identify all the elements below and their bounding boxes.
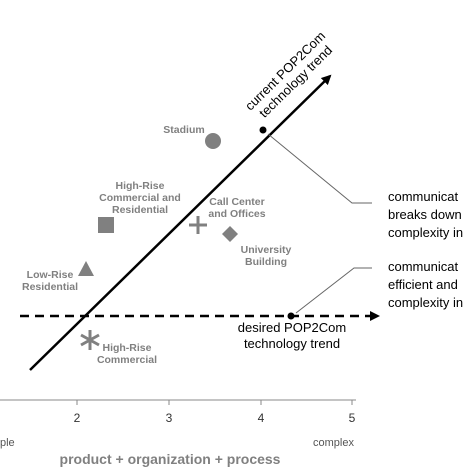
building-label: and Offices xyxy=(208,208,265,220)
stadium-icon xyxy=(205,133,221,149)
building-label: Building xyxy=(245,256,287,268)
callout-line xyxy=(267,133,372,204)
desired-trend-text: technology trend xyxy=(244,336,340,351)
tick-label: 4 xyxy=(258,411,265,425)
current-trend-label: current POP2Com technology trend xyxy=(242,28,335,120)
desired-trend-text: desired POP2Com xyxy=(238,320,346,335)
tick-group: 2 3 4 5 xyxy=(74,400,356,425)
callout-text: complexity in xyxy=(388,225,463,240)
building-label: Call Center xyxy=(209,196,264,208)
callout-text: complexity in xyxy=(388,295,463,310)
building-label: Commercial and xyxy=(99,192,181,204)
callout-line xyxy=(295,267,372,314)
building-label: University xyxy=(241,244,292,256)
tick-label: 3 xyxy=(166,411,173,425)
building-label: Low-Rise xyxy=(27,269,74,281)
triangle-icon xyxy=(78,261,94,276)
building-label: Commercial xyxy=(97,354,157,366)
building-label: High-Rise xyxy=(115,180,164,192)
current-trend-dot xyxy=(259,126,267,134)
axis-title: product + organization + process xyxy=(60,451,281,467)
building-label: High-Rise xyxy=(102,342,151,354)
square-icon xyxy=(98,217,114,233)
callout-text: communicat xyxy=(388,189,458,204)
plus-icon xyxy=(189,216,207,234)
callout-text: communicat xyxy=(388,259,458,274)
callout-text: breaks down xyxy=(388,207,462,222)
tick-label: 2 xyxy=(74,411,81,425)
diamond-icon xyxy=(222,226,238,242)
axis-end-label: ple xyxy=(0,437,15,449)
asterisk-icon xyxy=(80,330,100,350)
building-label: Residential xyxy=(112,204,168,216)
tick-label: 5 xyxy=(349,411,356,425)
callout-text: efficient and xyxy=(388,277,458,292)
building-label: Residential xyxy=(22,281,78,293)
building-label: Stadium xyxy=(163,124,204,136)
axis-end-label: complex xyxy=(313,437,354,449)
desired-trend-dot xyxy=(287,312,295,320)
current-trend-line xyxy=(29,74,332,371)
